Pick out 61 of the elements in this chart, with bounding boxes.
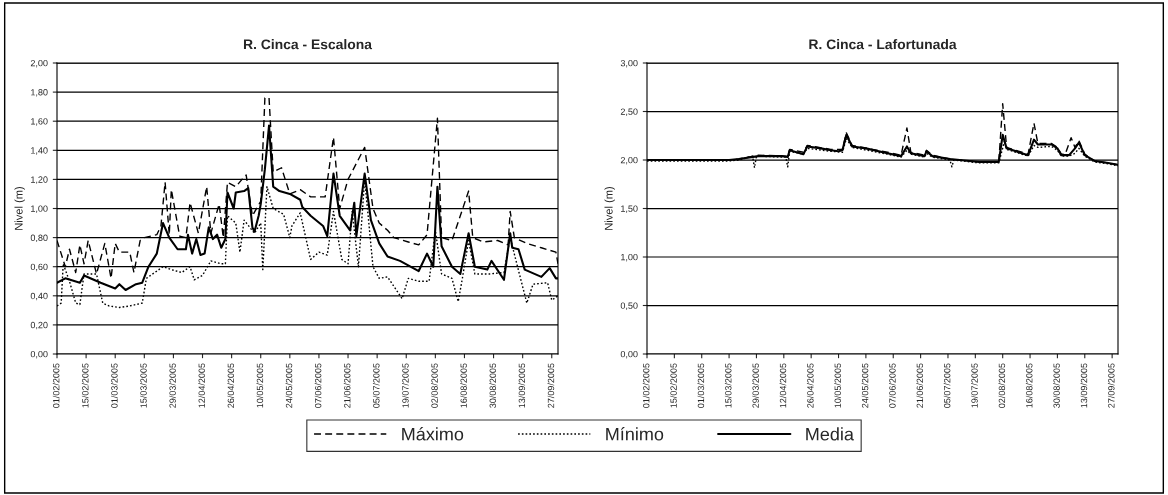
x-tick-label: 01/03/2005 <box>697 363 705 408</box>
x-tick-label: 16/08/2005 <box>1025 363 1033 408</box>
y-tick-label: 3,00 <box>620 59 638 68</box>
x-tick-label: 26/04/2005 <box>806 363 814 408</box>
x-tick-label: 15/02/2005 <box>81 363 89 408</box>
x-tick-label: 02/08/2005 <box>998 363 1006 408</box>
x-tick-label: 10/05/2005 <box>256 363 264 408</box>
y-tick-label: 0,00 <box>620 350 638 359</box>
x-tick-label: 15/03/2005 <box>724 363 732 408</box>
x-tick-label: 05/07/2005 <box>372 363 380 408</box>
x-tick-label: 21/06/2005 <box>343 363 351 408</box>
x-tick-label: 01/02/2005 <box>642 363 650 408</box>
x-tick-label: 16/08/2005 <box>460 363 467 408</box>
x-tick-label: 01/03/2005 <box>111 363 118 408</box>
x-tick-label: 15/02/2005 <box>670 363 677 408</box>
legend-label: Media <box>806 427 854 441</box>
legend-label: Mínimo <box>606 427 664 441</box>
x-tick-label: 12/04/2005 <box>779 363 787 408</box>
y-tick-label: 1,60 <box>31 118 48 126</box>
y-tick-label: 1,00 <box>621 253 638 262</box>
y-tick-label: 0,60 <box>30 263 48 272</box>
y-tick-label: 1,00 <box>31 205 48 213</box>
y-tick-label: 0,80 <box>30 234 48 243</box>
x-tick-label: 10/05/2005 <box>834 363 841 408</box>
x-tick-label: 29/03/2005 <box>169 363 176 408</box>
y-tick-label: 0,20 <box>30 321 48 330</box>
x-tick-label: 24/05/2005 <box>285 363 293 408</box>
y-tick-label: 1,40 <box>31 147 48 155</box>
y-tick-label: 2,00 <box>30 59 48 68</box>
x-tick-label: 29/03/2005 <box>752 363 759 408</box>
x-tick-label: 19/07/2005 <box>971 363 978 408</box>
y-tick-label: 0,40 <box>30 292 48 301</box>
y-tick-label: 2,50 <box>620 108 638 116</box>
y-tick-label: 1,80 <box>31 89 48 97</box>
x-tick-label: 07/06/2005 <box>889 363 896 408</box>
x-tick-label: 05/07/2005 <box>943 363 951 408</box>
y-axis-title: Nivel (m) <box>14 186 25 230</box>
y-axis-title: Nivel (m) <box>604 186 615 230</box>
x-tick-label: 12/04/2005 <box>198 363 205 408</box>
x-tick-label: 21/06/2005 <box>916 363 924 408</box>
x-tick-label: 30/08/2005 <box>489 363 496 408</box>
x-tick-label: 13/09/2005 <box>518 363 526 408</box>
x-tick-label: 15/03/2005 <box>140 363 147 408</box>
x-tick-label: 13/09/2005 <box>1080 363 1088 408</box>
x-tick-label: 02/08/2005 <box>431 363 438 408</box>
y-tick-label: 0,00 <box>30 350 48 359</box>
x-tick-label: 01/02/2005 <box>52 363 60 408</box>
x-tick-label: 19/07/2005 <box>402 363 409 408</box>
y-tick-label: 1,50 <box>621 205 638 213</box>
x-tick-label: 30/08/2005 <box>1053 363 1060 408</box>
x-tick-label: 27/09/2005 <box>1107 363 1115 408</box>
y-tick-label: 0,50 <box>620 302 638 310</box>
x-tick-label: 07/06/2005 <box>314 363 322 408</box>
x-tick-label: 27/09/2005 <box>547 363 555 408</box>
y-tick-label: 2,00 <box>620 156 638 165</box>
chart-title: R. Cinca - Escalona <box>243 39 373 50</box>
y-tick-label: 1,20 <box>31 176 48 184</box>
legend-label: Máximo <box>402 427 464 441</box>
x-tick-label: 26/04/2005 <box>227 363 235 408</box>
x-tick-label: 24/05/2005 <box>861 363 869 408</box>
chart-title: R. Cinca - Lafortunada <box>809 39 957 50</box>
